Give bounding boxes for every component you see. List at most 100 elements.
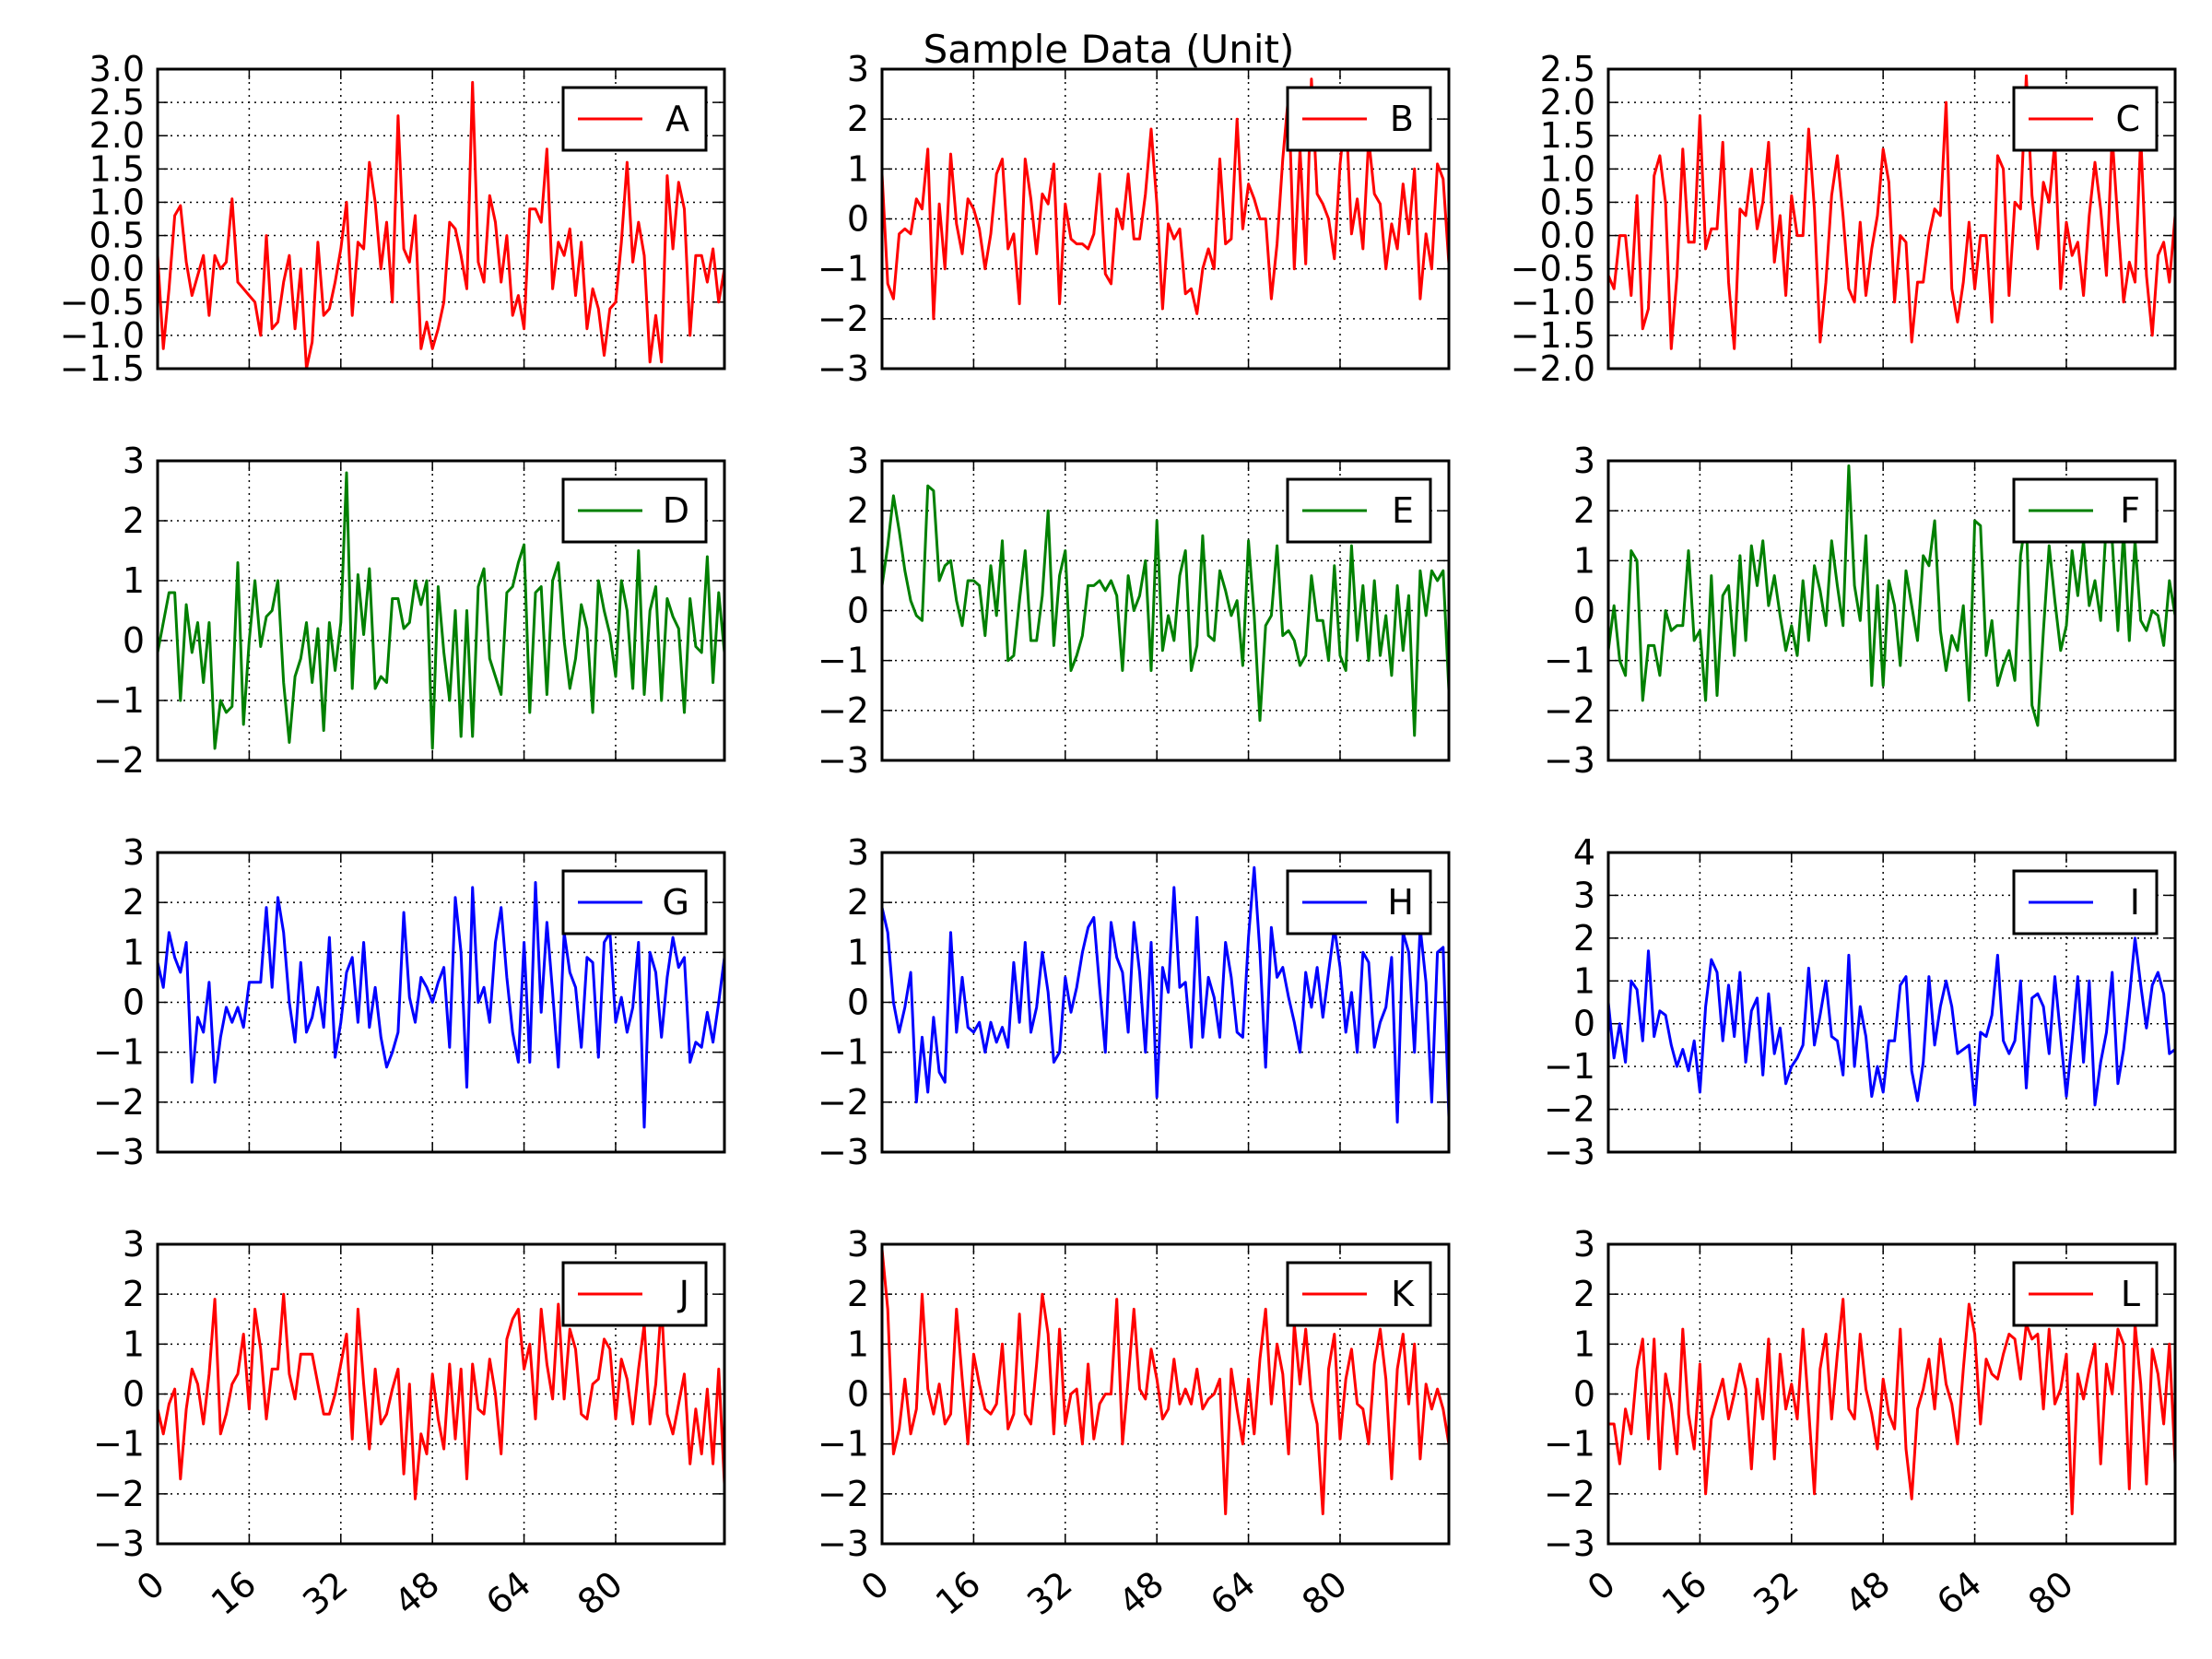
y-tick-label-f: −2 [1544, 690, 1595, 731]
y-tick-label-i: 2 [1573, 918, 1595, 959]
series-line-l [1608, 1298, 2175, 1515]
y-tick-label-d: 1 [123, 560, 145, 601]
y-tick-label-g: 0 [123, 982, 145, 1023]
y-tick-label-i: 4 [1573, 832, 1595, 873]
y-tick-label-f: −1 [1544, 641, 1595, 681]
y-tick-label-e: 1 [847, 540, 869, 581]
y-tick-label-h: 1 [847, 932, 869, 972]
y-tick-label-g: −3 [93, 1132, 145, 1172]
axes-frame-h [880, 851, 1451, 1154]
y-tick-label-j: 0 [123, 1374, 145, 1415]
legend-label-b: B [1390, 99, 1414, 139]
y-tick-label-k: −2 [818, 1474, 869, 1514]
y-tick-label-c: 0.0 [1540, 216, 1595, 256]
series-line-j [158, 1292, 724, 1500]
subplot-e: −3 −2 −1 0 1 2 3 E [818, 441, 1451, 781]
y-tick-label-d: 3 [123, 441, 145, 481]
y-tick-label-d: −2 [93, 740, 145, 781]
series-line-g [158, 881, 724, 1129]
legend-k: K [1286, 1261, 1432, 1327]
y-tick-label-a: 2.0 [89, 115, 145, 156]
legend-label-c: C [2115, 99, 2140, 139]
y-tick-label-e: −2 [818, 690, 869, 731]
y-tick-label-f: 1 [1573, 540, 1595, 581]
y-tick-label-i: −1 [1544, 1046, 1595, 1087]
y-tick-label-d: −1 [93, 680, 145, 721]
legend-label-f: F [2120, 490, 2140, 531]
legend-e: E [1286, 477, 1432, 544]
y-tick-label-b: −2 [818, 299, 869, 339]
y-tick-label-b: 2 [847, 99, 869, 139]
y-tick-label-a: 1.5 [89, 148, 145, 189]
legend-label-d: D [663, 490, 689, 531]
legend-label-h: H [1387, 882, 1414, 923]
y-tick-label-f: 0 [1573, 591, 1595, 631]
legend-label-k: K [1391, 1274, 1415, 1314]
legend-label-l: L [2121, 1274, 2140, 1314]
y-tick-label-k: 1 [847, 1324, 869, 1364]
y-tick-label-g: 1 [123, 932, 145, 972]
y-tick-label-l: 1 [1573, 1324, 1595, 1364]
y-tick-label-e: −1 [818, 641, 869, 681]
y-tick-label-l: −2 [1544, 1474, 1595, 1514]
legend-a: A [561, 86, 708, 152]
axes-frame-j [156, 1242, 726, 1546]
y-tick-label-l: −3 [1544, 1524, 1595, 1564]
y-tick-label-a: −0.5 [60, 282, 145, 323]
legend-label-e: E [1392, 490, 1414, 531]
y-tick-label-c: −0.5 [1511, 249, 1595, 289]
y-tick-label-d: 2 [123, 500, 145, 541]
y-tick-label-h: −1 [818, 1032, 869, 1073]
series-line-a [158, 80, 724, 369]
series-line-d [158, 471, 724, 750]
legend-f: F [2012, 477, 2159, 544]
y-tick-label-b: −3 [818, 348, 869, 389]
axes-frame-l [1606, 1242, 2177, 1546]
y-tick-label-l: 2 [1573, 1274, 1595, 1314]
series-line-i [1608, 936, 2175, 1107]
subplot-grid: −1.5−1.0−0.50.00.51.01.52.02.53.0A −3 −2 −1… [60, 49, 2177, 1623]
y-tick-label-l: −1 [1544, 1424, 1595, 1465]
y-tick-label-d: 0 [123, 620, 145, 661]
y-tick-label-b: −1 [818, 249, 869, 289]
legend-h: H [1286, 869, 1432, 935]
subplot-g: −3 −2 −1 0 1 2 3 G [93, 832, 726, 1172]
axes-frame-b [880, 67, 1451, 371]
y-tick-label-j: −1 [93, 1424, 145, 1465]
axes-frame-e [880, 459, 1451, 762]
subplot-a: −1.5−1.0−0.50.00.51.01.52.02.53.0 A [60, 49, 726, 389]
y-tick-label-c: 1.5 [1540, 115, 1595, 156]
y-tick-label-k: −3 [818, 1524, 869, 1564]
y-tick-label-h: 3 [847, 832, 869, 873]
legend-label-a: A [665, 99, 689, 139]
y-tick-label-f: −3 [1544, 740, 1595, 781]
legend-label-g: G [663, 882, 689, 923]
y-tick-label-k: 2 [847, 1274, 869, 1314]
y-tick-label-j: −2 [93, 1474, 145, 1514]
y-tick-label-i: 0 [1573, 1004, 1595, 1044]
y-tick-label-b: 1 [847, 148, 869, 189]
legend-c: C [2012, 86, 2159, 152]
series-line-b [882, 77, 1449, 321]
y-tick-label-k: 0 [847, 1374, 869, 1415]
axes-frame-a [156, 67, 726, 371]
y-tick-label-i: 1 [1573, 960, 1595, 1001]
y-tick-label-e: 2 [847, 490, 869, 531]
legend-l: L [2012, 1261, 2159, 1327]
figure-title: Sample Data (Unit) [924, 27, 1295, 72]
y-tick-label-i: 3 [1573, 875, 1595, 915]
axes-frame-d [156, 459, 726, 762]
series-line-k [882, 1249, 1449, 1515]
y-tick-label-h: −3 [818, 1132, 869, 1172]
y-tick-label-h: 2 [847, 882, 869, 923]
y-tick-label-c: 0.5 [1540, 182, 1595, 222]
subplot-c: −2.0−1.5−1.0−0.50.00.51.01.52.02.5 C [1511, 49, 2177, 389]
subplot-b: −3 −2 −1 0 1 2 3 B [818, 49, 1451, 389]
y-tick-label-j: 1 [123, 1324, 145, 1364]
y-tick-label-a: 0.0 [89, 249, 145, 289]
series-line-h [882, 865, 1449, 1124]
y-tick-label-b: 3 [847, 49, 869, 89]
series-line-c [1608, 74, 2175, 350]
